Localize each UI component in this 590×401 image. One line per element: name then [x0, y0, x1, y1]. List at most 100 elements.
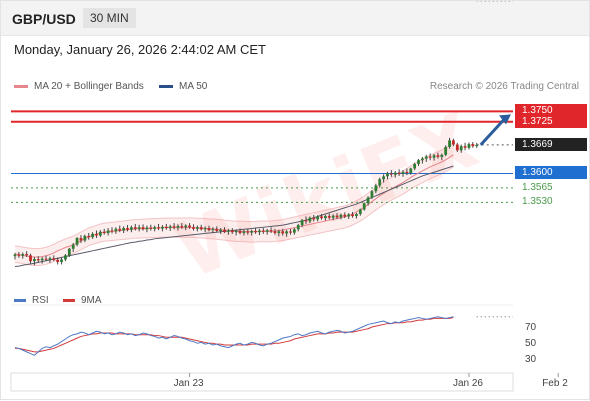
- candle-body: [320, 216, 323, 219]
- candle-body: [324, 216, 327, 219]
- candle-body: [296, 225, 300, 230]
- candle-body: [471, 144, 475, 147]
- candle-body: [281, 231, 285, 234]
- legend-ma20: MA 20 + Bollinger Bands: [14, 81, 144, 92]
- candle-body: [452, 140, 455, 145]
- candle-body: [91, 233, 94, 238]
- candle-body: [250, 230, 254, 233]
- candle-body: [48, 258, 52, 260]
- candle-body: [40, 258, 44, 261]
- candle-body: [36, 259, 40, 261]
- bollinger-band-area: [15, 142, 454, 266]
- candle-body: [223, 229, 226, 232]
- candle-body: [122, 228, 126, 231]
- candle-body: [64, 255, 67, 260]
- candle-body: [366, 197, 370, 204]
- x-axis-box: [10, 372, 514, 392]
- candle-body: [180, 225, 184, 228]
- candle-body: [386, 173, 389, 177]
- candle-body: [475, 144, 479, 147]
- candle-body: [227, 230, 230, 232]
- candle-body: [126, 228, 129, 230]
- candle-body: [67, 248, 71, 256]
- candle-body: [421, 158, 424, 161]
- candle-body: [60, 259, 63, 262]
- candle-body: [176, 225, 180, 228]
- candle-body: [75, 237, 79, 245]
- candle-body: [413, 163, 417, 169]
- candle-body: [335, 215, 339, 218]
- candle-body: [149, 227, 153, 229]
- candle-body: [145, 227, 149, 230]
- candle-body: [292, 229, 296, 233]
- candle-body: [79, 237, 83, 241]
- candle-body: [203, 228, 207, 230]
- candle-body: [254, 230, 257, 233]
- candle-body: [25, 254, 29, 256]
- candle-body: [273, 231, 277, 234]
- candle-body: [455, 144, 459, 151]
- candle-body: [56, 259, 60, 262]
- candle-body: [161, 226, 164, 229]
- candle-body: [343, 214, 347, 217]
- candle-body: [316, 216, 320, 220]
- candle-body: [238, 230, 242, 234]
- candle-body: [374, 185, 378, 192]
- candle-body: [432, 155, 436, 158]
- candle-body: [195, 227, 199, 229]
- candle-body: [141, 227, 145, 230]
- candle-body: [304, 220, 308, 222]
- candle-body: [269, 230, 273, 232]
- candle-body: [331, 215, 335, 218]
- projection-arrow-head: [499, 114, 511, 125]
- candle-body: [370, 191, 374, 198]
- candle-body: [95, 233, 98, 236]
- candle-body: [355, 213, 358, 217]
- candle-body: [308, 217, 312, 222]
- candle-body: [312, 217, 316, 220]
- level-tag-1.3565: 1.3565: [522, 181, 553, 193]
- candle-body: [362, 203, 366, 210]
- candle-body: [389, 173, 393, 175]
- rsi-tick-70: 70: [525, 322, 537, 333]
- candle-body: [137, 227, 141, 229]
- level-tag-1.3669: 1.3669: [515, 137, 587, 151]
- candle-body: [409, 168, 413, 174]
- ma50-swatch: [159, 85, 173, 88]
- 9ma-swatch: [63, 299, 75, 302]
- candle-body: [265, 230, 269, 232]
- candle-body: [172, 226, 176, 228]
- candle-body: [110, 230, 114, 232]
- x-axis-label: Jan 26: [452, 378, 483, 389]
- 9ma-label: 9MA: [81, 295, 102, 306]
- candle-body: [29, 255, 32, 262]
- rsi-label: RSI: [32, 295, 49, 306]
- candle-body: [444, 146, 448, 155]
- candle-body: [192, 227, 195, 229]
- candle-body: [417, 160, 420, 164]
- candle-body: [199, 227, 203, 230]
- candle-body: [98, 231, 102, 236]
- level-tag-1.3750: 1.3750: [515, 104, 587, 118]
- candle-body: [463, 146, 467, 148]
- candle-body: [393, 172, 397, 175]
- candle-body: [230, 230, 234, 233]
- rsi-tick-50: 50: [525, 338, 537, 349]
- timeframe-button[interactable]: 30 MIN: [83, 8, 136, 28]
- legend-9ma: 9MA: [63, 295, 102, 306]
- candle-body: [467, 144, 471, 148]
- candle-body: [219, 229, 223, 231]
- candle-body: [44, 258, 48, 260]
- candle-body: [289, 231, 292, 233]
- header-bar: GBP/USD 30 MIN: [1, 1, 589, 36]
- candle-body: [83, 235, 87, 241]
- candle-body: [234, 230, 238, 233]
- rsi-line: [14, 316, 454, 356]
- datetime-label: Monday, January 26, 2026 2:44:02 AM CET: [14, 42, 266, 57]
- candle-body: [157, 227, 160, 229]
- candle-body: [211, 228, 215, 231]
- candle-body: [13, 254, 17, 257]
- legend-rsi: RSI: [14, 295, 49, 306]
- candle-body: [424, 156, 428, 159]
